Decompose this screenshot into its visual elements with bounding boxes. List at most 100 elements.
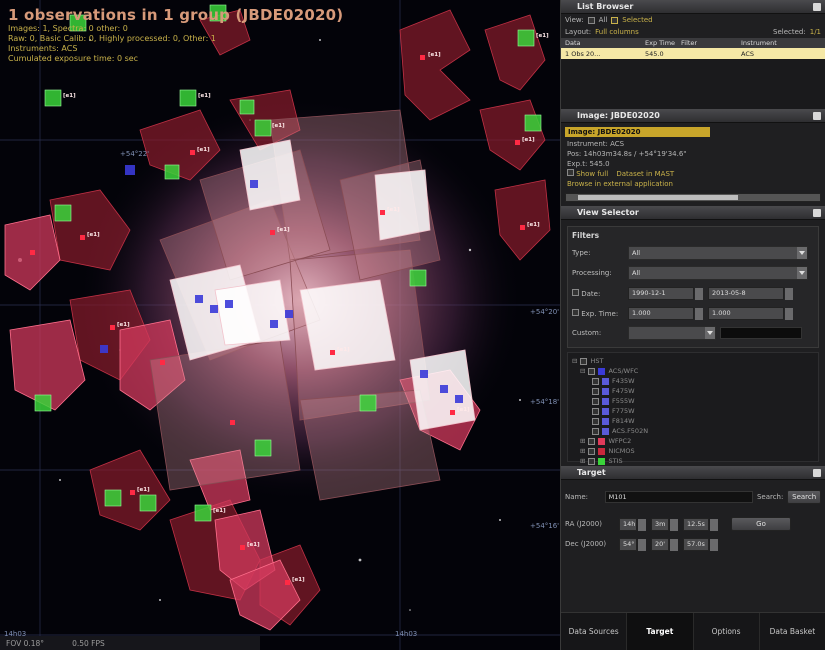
tab-data-basket[interactable]: Data Basket <box>760 613 825 650</box>
tree-checkbox[interactable] <box>592 377 599 385</box>
tree-item-filter[interactable]: F555W <box>572 396 814 406</box>
spinner-icon[interactable] <box>710 538 718 551</box>
table-row[interactable]: 1 Obs 20... 545.0 ACS <box>561 48 825 59</box>
panel-pin-icon[interactable] <box>813 3 821 11</box>
ra-minutes-input[interactable]: 3m <box>651 517 678 531</box>
type-select[interactable]: All <box>628 246 808 260</box>
tree-item-filter[interactable]: F775W <box>572 406 814 416</box>
layout-row: Layout: Full columns Selected: 1/1 <box>561 26 825 38</box>
expand-icon[interactable]: ⊞ <box>580 447 586 455</box>
exp-label: Exp. Time: <box>581 309 619 318</box>
footprint-label: [e1] <box>197 147 210 153</box>
tree-item-nicmos[interactable]: ⊞ NICMOS <box>572 446 814 456</box>
date-checkbox[interactable] <box>572 288 579 296</box>
exp-row: Exp. Time: 1.000 1.000 <box>572 303 814 323</box>
spinner-icon[interactable] <box>638 518 646 531</box>
spinner-icon[interactable] <box>695 287 703 300</box>
expand-icon[interactable]: ⊞ <box>580 437 586 445</box>
tree-item-label: F775W <box>612 407 635 415</box>
sky-canvas[interactable] <box>0 0 560 650</box>
image-panel-header[interactable]: Image: JBDE02020 <box>561 109 825 123</box>
view-selected-radio[interactable] <box>611 16 619 24</box>
tab-data-sources[interactable]: Data Sources <box>561 613 628 650</box>
search-button[interactable]: Search <box>787 490 821 504</box>
footprint-label: [e1] <box>527 222 540 228</box>
scroll-thumb[interactable] <box>578 195 738 200</box>
processing-select-value: All <box>632 269 641 277</box>
tree-checkbox[interactable] <box>588 437 596 445</box>
view-all-radio[interactable] <box>587 16 595 24</box>
tree-item-stis[interactable]: ⊞ STIS <box>572 456 814 466</box>
tree-item-filter[interactable]: F475W <box>572 386 814 396</box>
expand-icon[interactable]: ⊟ <box>580 367 586 375</box>
spinner-icon[interactable] <box>670 538 678 551</box>
preview-checkbox[interactable] <box>567 169 574 176</box>
view-selector-header[interactable]: View Selector <box>561 206 825 220</box>
footprint-label: [e1] <box>387 207 400 213</box>
dec-seconds-value: 57.0s <box>687 540 705 548</box>
panel-pin-icon[interactable] <box>813 469 821 477</box>
external-app-link[interactable]: Browse in external application <box>567 180 673 188</box>
dec-seconds-input[interactable]: 57.0s <box>683 537 718 551</box>
go-button[interactable]: Go <box>731 517 791 531</box>
date-from-input[interactable]: 1990-12-1 <box>628 286 703 300</box>
tree-checkbox[interactable] <box>588 447 596 455</box>
expand-icon[interactable]: ⊟ <box>572 357 578 365</box>
tree-checkbox[interactable] <box>592 387 599 395</box>
spinner-icon[interactable] <box>785 307 793 320</box>
processing-select[interactable]: All <box>628 266 808 280</box>
tree-checkbox[interactable] <box>592 407 599 415</box>
dataset-link[interactable]: Dataset in MAST <box>616 170 675 178</box>
expand-icon[interactable]: ⊞ <box>580 457 586 465</box>
dec-degrees-input[interactable]: 54° <box>619 537 646 551</box>
tree-item-filter[interactable]: F435W <box>572 376 814 386</box>
column-header[interactable]: Data <box>565 39 581 47</box>
tree-item-filter[interactable]: F814W <box>572 416 814 426</box>
panel-pin-icon[interactable] <box>813 209 821 217</box>
tree-item-instrument[interactable]: ⊟ ACS/WFC <box>572 366 814 376</box>
spinner-icon[interactable] <box>670 518 678 531</box>
tree-checkbox[interactable] <box>592 397 599 405</box>
spinner-icon[interactable] <box>695 307 703 320</box>
tree-checkbox[interactable] <box>592 417 599 425</box>
tree-checkbox[interactable] <box>592 427 599 435</box>
spinner-icon[interactable] <box>710 518 718 531</box>
dec-minutes-input[interactable]: 20' <box>651 537 678 551</box>
tree-item-label: ACS/WFC <box>608 367 639 375</box>
list-browser-header[interactable]: List Browser <box>561 0 825 14</box>
exp-checkbox[interactable] <box>572 308 579 316</box>
custom-select[interactable] <box>628 326 716 340</box>
ra-hours-input[interactable]: 14h <box>619 517 646 531</box>
ra-seconds-input[interactable]: 12.5s <box>683 517 718 531</box>
spinner-icon[interactable] <box>785 287 793 300</box>
target-header[interactable]: Target <box>561 466 825 480</box>
column-header[interactable]: Instrument <box>741 39 777 47</box>
date-to-input[interactable]: 2013-05-8 <box>708 286 793 300</box>
sky-view[interactable]: [e1] [e1] [e1] [e1] [e1] [e1] [e1] [e1] … <box>0 0 560 650</box>
exp-to-input[interactable]: 1.000 <box>708 306 793 320</box>
tree-checkbox[interactable] <box>588 367 596 375</box>
image-instrument: Instrument: ACS <box>567 140 625 148</box>
tab-options[interactable]: Options <box>694 613 760 650</box>
horizontal-scrollbar[interactable] <box>565 193 821 202</box>
footprint-label: [e1] <box>137 487 150 493</box>
column-header[interactable]: Filter <box>681 39 698 47</box>
color-swatch <box>602 417 609 425</box>
column-header[interactable]: Exp Time <box>645 39 676 47</box>
summary-line: Cumulated exposure time: 0 sec <box>8 54 139 63</box>
custom-input[interactable] <box>720 327 802 339</box>
target-name-input[interactable]: M101 <box>604 491 753 503</box>
tree-item-wfpc2[interactable]: ⊞ WFPC2 <box>572 436 814 446</box>
panel-pin-icon[interactable] <box>813 112 821 120</box>
tree-checkbox[interactable] <box>580 357 588 365</box>
preview-link[interactable]: Show full <box>576 170 609 178</box>
tree-item-filter[interactable]: ACS.F502N <box>572 426 814 436</box>
layout-value[interactable]: Full columns <box>595 28 639 36</box>
tab-target[interactable]: Target <box>627 613 694 650</box>
exp-from-input[interactable]: 1.000 <box>628 306 703 320</box>
tree-item-label: NICMOS <box>608 447 635 455</box>
tree-checkbox[interactable] <box>588 457 596 465</box>
summary-line: Instruments: ACS <box>8 44 78 53</box>
tree-item-hst[interactable]: ⊟ HST <box>572 356 814 366</box>
spinner-icon[interactable] <box>638 538 646 551</box>
